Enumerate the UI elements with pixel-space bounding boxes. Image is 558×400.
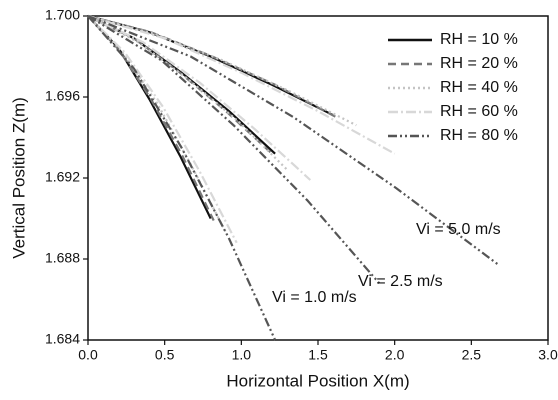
x-tick-label: 2.5 <box>462 347 482 363</box>
x-tick-label: 1.5 <box>308 347 328 363</box>
data-line <box>87 14 396 244</box>
y-tick-label: 1.684 <box>45 331 80 347</box>
y-tick-label: 1.688 <box>45 250 80 266</box>
legend-label: RH = 10 % <box>440 31 518 48</box>
x-axis-title: Horizontal Position X(m) <box>226 371 409 390</box>
x-tick-label: 0.0 <box>78 347 98 363</box>
legend-label: RH = 80 % <box>440 127 518 144</box>
x-tick-label: 0.5 <box>155 347 175 363</box>
legend-label: RH = 40 % <box>440 79 518 96</box>
y-tick-label: 1.700 <box>45 7 80 23</box>
y-tick-label: 1.696 <box>45 88 80 104</box>
data-line <box>87 14 500 341</box>
x-tick-label: 3.0 <box>538 347 558 363</box>
legend-label: RH = 60 % <box>440 103 518 120</box>
data-line <box>87 14 337 221</box>
x-tick-label: 1.0 <box>232 347 252 363</box>
annotation: Vi = 5.0 m/s <box>416 221 501 238</box>
data-line <box>87 14 357 234</box>
y-axis-title: Vertical Position Z(m) <box>9 97 28 259</box>
legend-label: RH = 20 % <box>440 55 518 72</box>
annotation: Vi = 2.5 m/s <box>358 273 443 290</box>
annotation: Vi = 1.0 m/s <box>272 289 357 306</box>
x-tick-label: 2.0 <box>385 347 405 363</box>
y-tick-label: 1.692 <box>45 169 80 185</box>
